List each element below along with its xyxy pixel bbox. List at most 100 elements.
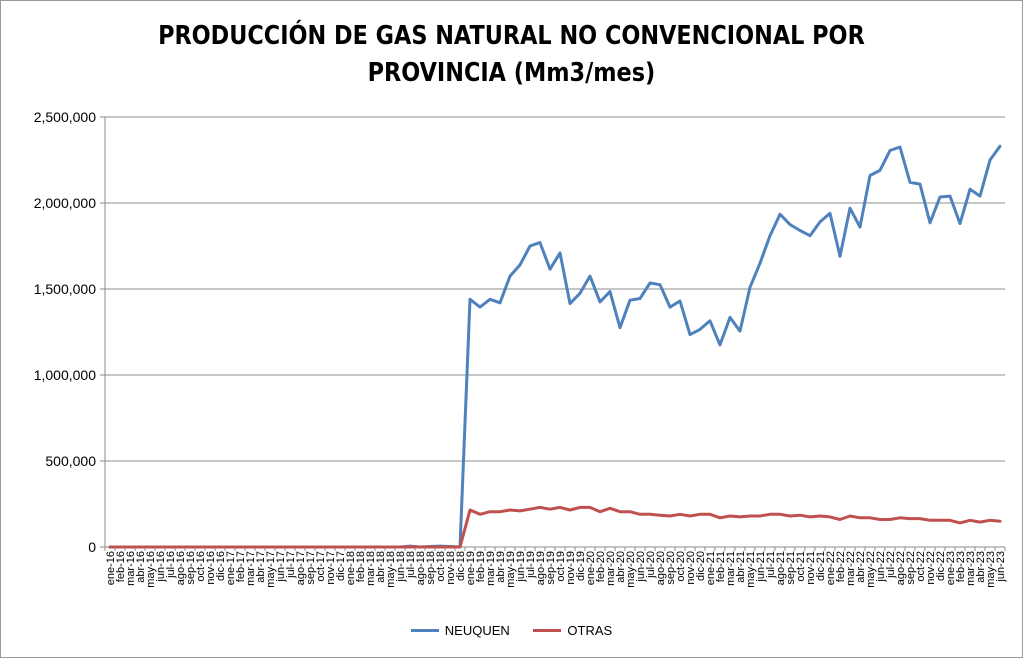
x-tick-label: may-23 xyxy=(985,551,997,588)
x-tick-label: jun-19 xyxy=(515,551,527,583)
x-tick-label: feb-20 xyxy=(595,551,607,582)
x-tick-label: jun-21 xyxy=(755,551,767,583)
x-tick-label: feb-18 xyxy=(355,551,367,582)
x-tick-label: oct-22 xyxy=(915,551,927,582)
legend-swatch-neuquen xyxy=(410,629,439,632)
x-tick-label: jun-17 xyxy=(275,551,287,583)
x-tick-label: may-17 xyxy=(265,551,277,588)
series-lines xyxy=(108,144,1002,549)
x-tick-label: nov-19 xyxy=(565,551,577,585)
x-tick-label: feb-16 xyxy=(115,551,127,582)
legend-label-neuquen: NEUQUEN xyxy=(444,623,510,638)
x-tick-labels: ene-16feb-16mar-16abr-16may-16jun-16jul-… xyxy=(105,551,1007,588)
x-tick-label: abr-20 xyxy=(615,551,627,583)
x-tick-label: nov-16 xyxy=(205,551,217,585)
x-tick-label: ago-19 xyxy=(535,551,547,585)
x-tick-label: nov-20 xyxy=(685,551,697,585)
y-tick-labels: 0 500,000 1,000,000 1,500,000 2,000,000 2,500… xyxy=(34,109,97,555)
x-tick-label: ene-21 xyxy=(705,551,717,585)
x-tick-label: ago-22 xyxy=(895,551,907,585)
x-tick-label: sep-16 xyxy=(185,551,197,585)
x-tick-label: jul-18 xyxy=(405,551,417,579)
x-tick-label: feb-23 xyxy=(955,551,967,582)
x-tick-label: ene-16 xyxy=(105,551,117,585)
x-tick-label: oct-16 xyxy=(195,551,207,582)
axes xyxy=(100,116,1006,551)
x-tick-label: mar-18 xyxy=(365,551,377,586)
x-tick-label: ene-23 xyxy=(945,551,957,585)
legend-item-neuquen: NEUQUEN xyxy=(410,623,510,638)
x-tick-label: ene-17 xyxy=(225,551,237,585)
x-tick-label: ago-18 xyxy=(415,551,427,585)
chart-title-line-1: PRODUCCIÓN DE GAS NATURAL NO CONVENCIONA… xyxy=(158,21,865,51)
x-tick-label: oct-17 xyxy=(315,551,327,582)
x-tick-label: ago-21 xyxy=(775,551,787,585)
x-tick-label: jul-19 xyxy=(525,551,537,579)
x-tick-label: jun-20 xyxy=(635,551,647,583)
y-tick-label: 500,000 xyxy=(45,453,96,469)
x-tick-label: sep-21 xyxy=(785,551,797,585)
x-tick-label: may-21 xyxy=(745,551,757,588)
chart-title: PRODUCCIÓN DE GAS NATURAL NO CONVENCIONA… xyxy=(72,18,952,92)
x-tick-label: ene-19 xyxy=(465,551,477,585)
x-tick-label: sep-20 xyxy=(665,551,677,585)
x-tick-label: nov-17 xyxy=(325,551,337,585)
x-tick-label: dic-20 xyxy=(695,551,707,581)
x-tick-label: dic-16 xyxy=(215,551,227,581)
x-tick-label: abr-17 xyxy=(255,551,267,583)
x-tick-label: abr-21 xyxy=(735,551,747,583)
chart-title-line-2: PROVINCIA (Mm3/mes) xyxy=(367,58,656,88)
y-tick-label: 1,000,000 xyxy=(34,367,96,383)
x-tick-label: dic-21 xyxy=(815,551,827,581)
x-tick-label: jul-17 xyxy=(285,551,297,579)
x-tick-label: sep-19 xyxy=(545,551,557,585)
grid-lines xyxy=(105,116,1005,462)
x-tick-label: dic-18 xyxy=(455,551,467,581)
x-tick-label: mar-23 xyxy=(965,551,977,586)
x-tick-label: dic-22 xyxy=(935,551,947,581)
x-tick-label: may-19 xyxy=(505,551,517,588)
x-tick-label: feb-17 xyxy=(235,551,247,582)
x-tick-label: jun-18 xyxy=(395,551,407,583)
x-tick-label: ago-20 xyxy=(655,551,667,585)
x-tick-label: jul-21 xyxy=(765,551,777,579)
x-tick-label: abr-18 xyxy=(375,551,387,583)
x-tick-label: nov-21 xyxy=(805,551,817,585)
x-tick-label: ene-20 xyxy=(585,551,597,585)
x-tick-label: abr-23 xyxy=(975,551,987,583)
x-tick-label: mar-19 xyxy=(485,551,497,586)
legend-label-otras: OTRAS xyxy=(567,623,613,638)
x-tick-label: sep-18 xyxy=(425,551,437,585)
x-tick-label: dic-19 xyxy=(575,551,587,581)
x-tick-label: abr-16 xyxy=(135,551,147,583)
x-tick-label: ene-18 xyxy=(345,551,357,585)
x-tick-label: oct-20 xyxy=(675,551,687,582)
x-tick-label: nov-18 xyxy=(445,551,457,585)
x-tick-label: jul-20 xyxy=(645,551,657,579)
x-tick-label: oct-18 xyxy=(435,551,447,582)
x-tick-label: feb-19 xyxy=(475,551,487,582)
x-tick-label: sep-22 xyxy=(905,551,917,585)
y-tick-label: 0 xyxy=(88,539,96,555)
y-tick-label: 2,000,000 xyxy=(34,195,96,211)
series-line-otras xyxy=(108,505,1002,549)
y-tick-label: 2,500,000 xyxy=(34,109,96,125)
x-tick-label: jun-23 xyxy=(995,551,1007,583)
x-tick-label: jun-22 xyxy=(875,551,887,583)
x-tick-label: dic-17 xyxy=(335,551,347,581)
x-tick-label: feb-21 xyxy=(715,551,727,582)
x-tick-label: oct-21 xyxy=(795,551,807,582)
x-tick-label: ago-16 xyxy=(175,551,187,585)
x-tick-label: mar-22 xyxy=(845,551,857,586)
x-tick-label: mar-16 xyxy=(125,551,137,586)
x-tick-label: jul-22 xyxy=(885,551,897,579)
x-tick-label: mar-20 xyxy=(605,551,617,586)
x-tick-label: may-20 xyxy=(625,551,637,588)
x-tick-label: nov-22 xyxy=(925,551,937,585)
x-tick-label: may-22 xyxy=(865,551,877,588)
legend-item-otras: OTRAS xyxy=(533,623,612,638)
x-tick-label: may-18 xyxy=(385,551,397,588)
x-tick-label: mar-21 xyxy=(725,551,737,586)
x-tick-label: abr-22 xyxy=(855,551,867,583)
x-tick-label: jun-16 xyxy=(155,551,167,583)
